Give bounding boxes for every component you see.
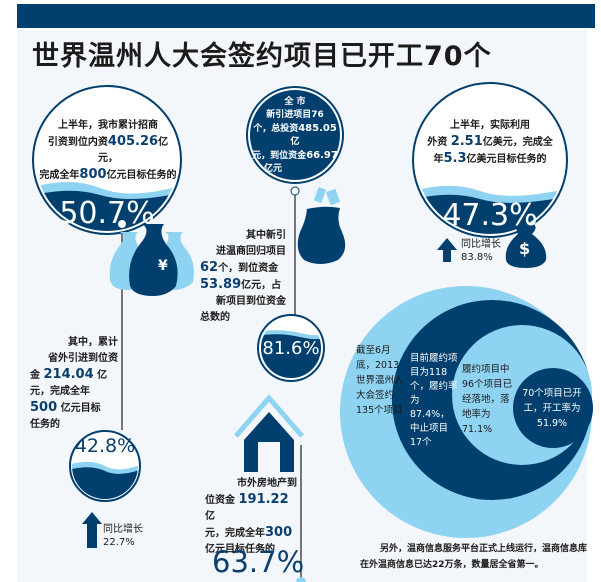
house-icon xyxy=(234,394,304,472)
dollar-bag-icon xyxy=(505,224,547,268)
real-estate-percent: 63.7% xyxy=(212,545,305,579)
citywide-circle xyxy=(246,86,344,196)
real-estate-text: 市外房地产到 位资金 191.22 亿 元，完成全年300 亿元目标任务的 xyxy=(205,478,297,555)
landed-projects-text: 履约项目中96个项目已经落地，落地率为71.1% xyxy=(462,364,513,435)
yuan-icon: ¥ xyxy=(158,258,168,274)
outside-province-growth: 同比增长 22.7% xyxy=(103,524,143,548)
outside-province-percent: 42.8% xyxy=(74,435,136,457)
foreign-text: 上半年，实际利用 外资 2.51亿美元，完成全 年5.3亿美元目标任务的 xyxy=(427,120,553,166)
domestic-percent: 50.7% xyxy=(59,196,155,231)
performing-projects-text: 目前履约项目为118个，履约率为87.4%，中止项目17个 xyxy=(410,353,458,448)
money-bag-icon xyxy=(297,187,346,264)
returnees-percent: 81.6% xyxy=(262,338,320,359)
returnees-text: 其中新引 进温商回归项目 62个，到位资金 53.89亿元，占 新项目到位资金 … xyxy=(200,230,286,323)
outside-province-text: 其中，累计 省外引进到位资 金 214.04 亿 元，完成全年 500 亿元目标… xyxy=(30,337,118,430)
up-arrow-icon xyxy=(437,238,457,262)
footnote: 另外，温商信息服务平台正式上线运行，温商信息库在外温商信息已达22万条，数量居全… xyxy=(360,544,588,570)
project-nested-circles xyxy=(340,286,593,538)
foreign-percent: 47.3% xyxy=(442,198,538,233)
domestic-text: 上半年，我市累计招商 引资到位内资405.26亿元， 完成全年800亿元目标任务… xyxy=(39,120,177,182)
foreign-growth: 同比增长 83.8% xyxy=(461,239,501,263)
page-title: 世界温州人大会签约项目已开工70个 xyxy=(32,41,492,72)
connector-dot xyxy=(296,577,306,582)
top-banner xyxy=(17,4,595,28)
citywide-text: 全 市 新引进项目76 个，总投资485.05亿 元，到位资金66.97 亿元 xyxy=(252,97,338,174)
money-bags-icon xyxy=(109,224,194,296)
started-projects-text: 70个项目已开工，开工率为51.9% xyxy=(522,388,582,429)
signed-projects-text: 截至6月底，2013世界温州人大会签约135个项目 xyxy=(356,345,404,416)
up-arrow-icon xyxy=(82,512,102,548)
dollar-icon: $ xyxy=(519,239,531,258)
